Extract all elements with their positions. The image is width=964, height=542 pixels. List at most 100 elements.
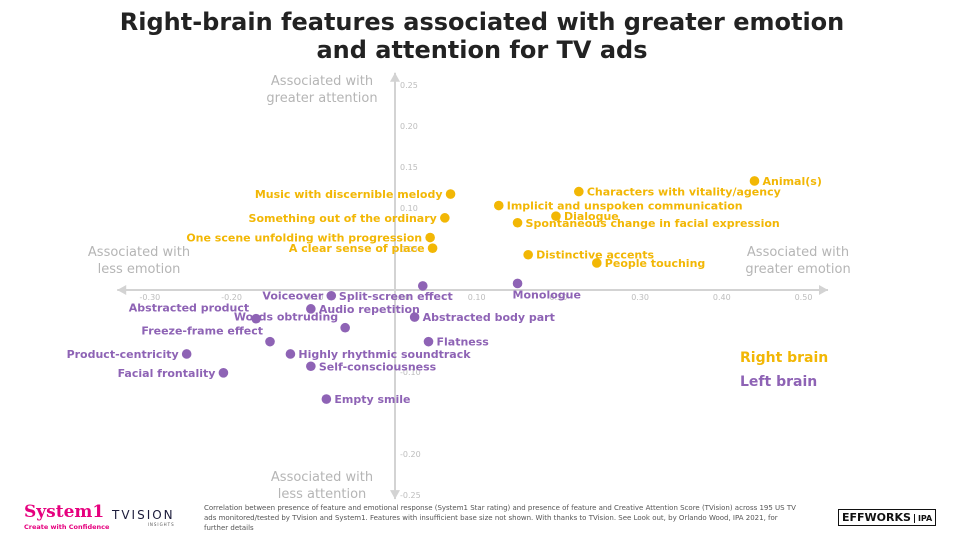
right-brain-point — [427, 243, 438, 253]
x-tick-label: -0.30 — [140, 293, 161, 302]
axes — [117, 72, 829, 500]
tick-labels: -0.30 -0.20 -0.10 0.00 0.10 0.20 0.30 0.40 0.50 0… — [140, 81, 813, 500]
effworks-ipa-logo: EFFWORKS IPA — [838, 509, 937, 526]
quadrant-labels: Associated with greater attention Associat… — [88, 74, 851, 502]
x-tick-label: -0.10 — [303, 293, 324, 302]
right-brain-point-label: One scene unfolding with progression — [186, 232, 422, 245]
right-brain-point — [425, 232, 435, 243]
left-brain-point — [251, 313, 261, 324]
left-brain-point-label: Abstracted product — [129, 302, 249, 315]
left-brain-point — [409, 312, 420, 322]
y-tick-label: -0.20 — [400, 450, 421, 459]
left-brain-point — [306, 361, 316, 372]
tvision-logo-text: TVISION — [112, 508, 175, 522]
quadrant-label-left: less emotion — [98, 262, 181, 277]
footer-note: Correlation between presence of feature … — [204, 504, 796, 532]
left-brain-point — [181, 349, 192, 359]
quadrant-label-bottom: less attention — [278, 487, 367, 502]
right-brain-point-label: A clear sense of place — [289, 242, 425, 255]
quadrant-label-bottom: Associated with — [271, 470, 373, 485]
left-brain-point-label: Empty smile — [334, 393, 410, 406]
right-brain-point-label: Animal(s) — [762, 175, 821, 188]
left-brain-point-label: Freeze-frame effect — [141, 325, 263, 338]
data-points: Animal(s)Characters with vitality/agency… — [67, 175, 822, 406]
right-brain-point-label: Something out of the ordinary — [249, 212, 437, 225]
effworks-logo-text: EFFWORKS — [842, 511, 911, 524]
y-tick-label: -0.10 — [400, 368, 421, 377]
left-brain-point-label: Monologue — [513, 288, 581, 301]
system1-tagline: Create with Confidence — [24, 523, 110, 531]
right-brain-point — [749, 176, 760, 186]
right-brain-point-label: Distinctive accents — [536, 249, 654, 262]
right-brain-point — [551, 211, 561, 221]
quadrant-label-left: Associated with — [88, 245, 190, 260]
left-brain-point-label: Abstracted body part — [423, 311, 555, 324]
y-tick-label: -0.25 — [400, 491, 421, 500]
right-brain-point-label: People touching — [605, 257, 706, 270]
right-brain-point — [445, 189, 456, 199]
x-tick-label: 0.30 — [631, 293, 649, 302]
legend: Right brain Left brain — [740, 350, 828, 390]
y-tick-label: 0.10 — [400, 204, 418, 213]
quadrant-label-top: greater attention — [266, 91, 377, 106]
left-brain-point-label: Split-screen effect — [339, 290, 453, 303]
left-brain-point — [218, 368, 229, 378]
left-brain-point — [306, 304, 316, 314]
y-tick-label: 0.05 — [400, 245, 418, 254]
ipa-logo-text: IPA — [913, 514, 932, 523]
right-brain-point-label: Dialogue — [564, 210, 619, 223]
left-brain-point — [340, 322, 350, 333]
left-brain-point — [512, 278, 523, 289]
right-brain-point — [440, 213, 450, 223]
right-brain-point-label: Music with discernible melody — [255, 188, 443, 201]
left-brain-point-label: Self-consciousness — [319, 360, 437, 373]
x-tick-label: -0.20 — [221, 293, 242, 302]
left-brain-point — [423, 336, 434, 347]
right-brain-point-label: Characters with vitality/agency — [587, 186, 781, 199]
y-tick-label: 0.15 — [400, 163, 418, 172]
quadrant-label-right: greater emotion — [745, 262, 850, 277]
left-brain-point-label: Highly rhythmic soundtrack — [298, 348, 471, 361]
right-brain-point — [493, 200, 504, 211]
left-brain-point-label: Facial frontality — [118, 367, 216, 380]
chart-title-line-2: and attention for TV ads — [316, 36, 648, 64]
left-brain-point — [321, 394, 332, 404]
x-tick-label: 0.10 — [468, 293, 486, 302]
tvision-logo: TVISION INSIGHTS — [112, 508, 175, 528]
legend-entry: Left brain — [740, 374, 817, 390]
left-brain-point — [285, 349, 296, 359]
quadrant-label-right: Associated with — [747, 245, 849, 260]
right-brain-point — [574, 186, 584, 197]
x-axis-arrow-right — [819, 285, 829, 295]
left-brain-point — [326, 290, 337, 301]
x-tick-label: 0.50 — [795, 293, 813, 302]
legend-entry: Right brain — [740, 350, 828, 366]
left-brain-point-label: Product-centricity — [67, 348, 179, 361]
chart-title-line-1: Right-brain features associated with gre… — [119, 8, 845, 36]
x-tick-label: 0.40 — [713, 293, 731, 302]
y-axis-arrow-bottom — [390, 490, 400, 500]
left-brain-point — [265, 336, 275, 347]
chart-title: Right-brain features associated with gre… — [90, 8, 874, 64]
right-brain-point — [523, 249, 533, 260]
left-brain-point-label: Flatness — [436, 336, 489, 349]
y-tick-label: 0.20 — [400, 122, 418, 131]
left-brain-point-label: Voiceover — [262, 290, 323, 303]
y-axis-arrow-top — [390, 72, 400, 82]
right-brain-point-label: Spontaneous change in facial expression — [526, 217, 780, 230]
x-axis-arrow-left — [117, 285, 127, 295]
left-brain-point — [417, 281, 428, 291]
y-tick-label: 0.25 — [400, 81, 418, 90]
left-brain-point-label: Words obtruding — [234, 311, 338, 324]
system1-logo-text: System1 — [24, 502, 105, 522]
x-tick-label: 0.00 — [392, 293, 410, 302]
left-brain-point-label: Audio repetition — [319, 303, 420, 316]
x-tick-label: 0.20 — [549, 293, 567, 302]
right-brain-point — [591, 258, 602, 268]
right-brain-point — [512, 217, 523, 228]
right-brain-point-label: Implicit and unspoken communication — [507, 200, 743, 213]
quadrant-label-top: Associated with — [271, 74, 373, 89]
tvision-logo-sub: INSIGHTS — [147, 522, 175, 527]
system1-logo: System1 Create with Confidence — [24, 503, 109, 531]
